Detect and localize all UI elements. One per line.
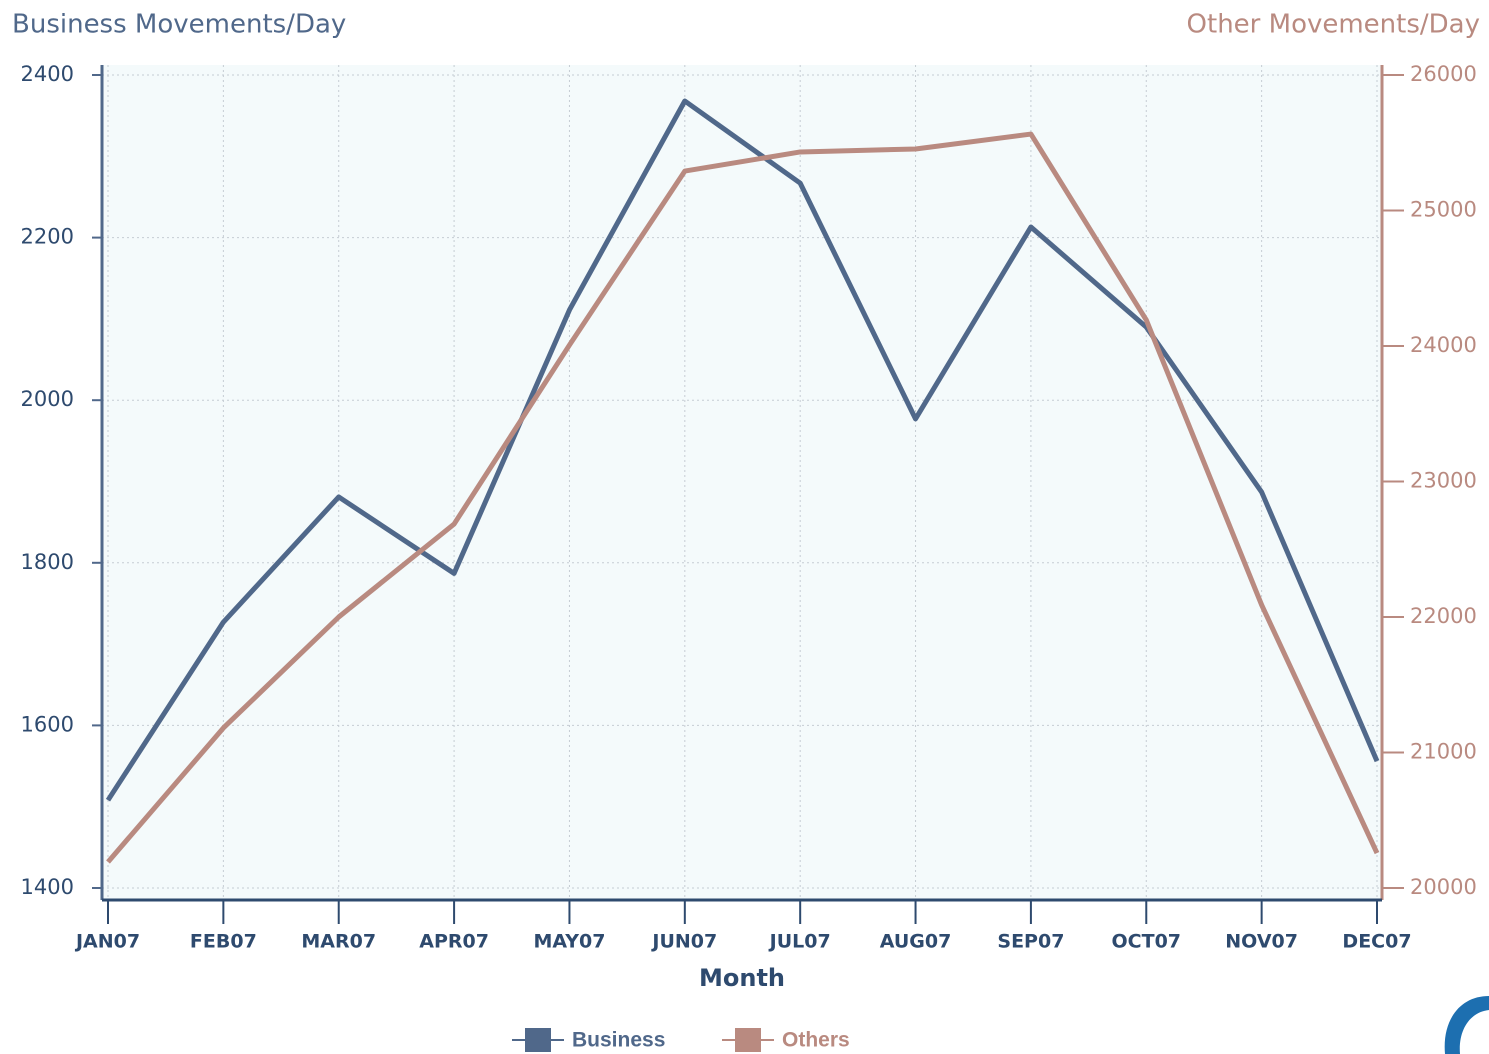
- y2-tick-label: 21000: [1410, 740, 1477, 764]
- y2-tick-label: 23000: [1410, 469, 1477, 493]
- x-tick-label: MAY07: [533, 931, 605, 953]
- y-tick-label: 2400: [21, 62, 74, 86]
- chart-title: Business Movements/Day: [12, 10, 346, 40]
- y-tick-label: 2000: [21, 387, 74, 411]
- legend-swatch: [735, 1028, 761, 1052]
- x-tick-label: MAR07: [301, 931, 376, 953]
- x-tick-label: JUN07: [650, 931, 717, 953]
- series-line: [105, 98, 1380, 802]
- y-tick-label: 2200: [21, 225, 74, 249]
- plot-background: [102, 65, 1382, 900]
- x-tick-label: JUL07: [768, 931, 831, 953]
- x-axis-label: Month: [699, 964, 785, 992]
- x-tick-label: FEB07: [190, 931, 257, 953]
- legend-label: Others: [782, 1029, 850, 1052]
- y-tick-label: 1800: [21, 550, 74, 574]
- y2-tick-label: 24000: [1410, 333, 1477, 357]
- x-tick-label: OCT07: [1112, 931, 1182, 953]
- x-tick-label: APR07: [419, 931, 489, 953]
- y2-tick-label: 25000: [1410, 198, 1477, 222]
- x-tick-label: SEP07: [997, 931, 1064, 953]
- legend-swatch: [525, 1028, 551, 1052]
- x-tick-label: NOV07: [1225, 931, 1298, 953]
- y-tick-label: 1600: [21, 712, 74, 736]
- x-tick-label: AUG07: [880, 931, 952, 953]
- y2-tick-label: 26000: [1410, 62, 1477, 86]
- y2-title: Other Movements/Day: [1187, 10, 1480, 40]
- x-tick-label: DEC07: [1342, 931, 1411, 953]
- y-tick-label: 1400: [21, 875, 74, 899]
- series-line: [106, 131, 1380, 864]
- logo: [1444, 996, 1489, 1054]
- y2-tick-label: 20000: [1410, 875, 1477, 899]
- legend-label: Business: [572, 1029, 665, 1052]
- x-tick-label: JAN07: [74, 931, 140, 953]
- y2-tick-label: 22000: [1410, 604, 1477, 628]
